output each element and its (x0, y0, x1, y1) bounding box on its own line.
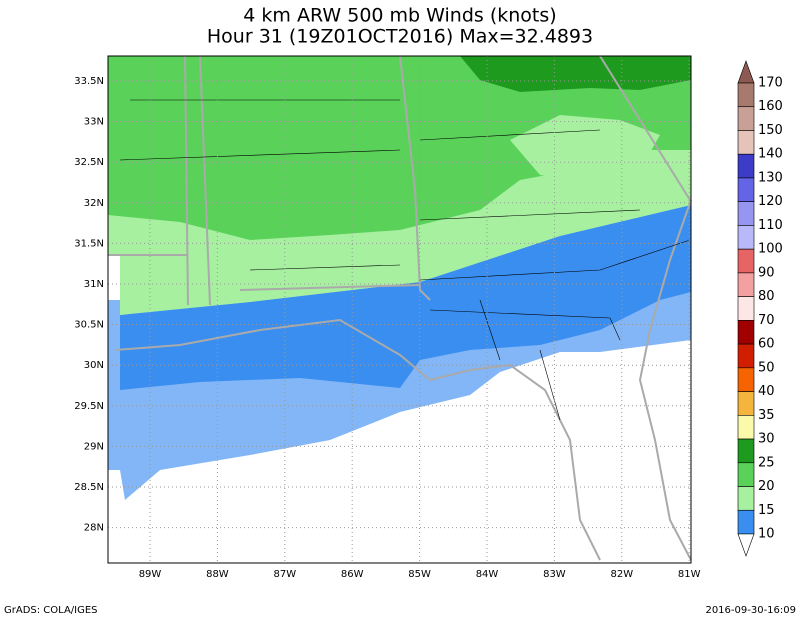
footer-right: 2016-09-30-16:09 (705, 605, 796, 616)
colorbar-label: 80 (758, 289, 775, 304)
coastline (638, 199, 692, 561)
colorbar-box (737, 248, 755, 274)
graticule (108, 56, 691, 563)
field-green (108, 56, 691, 240)
colorbar-label: 30 (758, 432, 775, 447)
field-blue (120, 205, 691, 390)
lat-label: 29N (84, 441, 104, 452)
axis-labels: 33.5N 33N 32.5N 32N 31.5N 31N 30.5N 30N 29.5N 29N… (74, 76, 700, 580)
lat-label: 30N (84, 360, 104, 371)
field-dark-green (460, 56, 691, 92)
map-frame (107, 55, 692, 564)
county (419, 129, 601, 141)
colorbar-box (737, 438, 755, 464)
colorbar-box (737, 486, 755, 511)
colorbar-box (737, 106, 755, 131)
colorbar-box (737, 462, 755, 487)
colorbar-label: 110 (758, 218, 783, 233)
border (199, 55, 211, 306)
lon-label: 82W (610, 569, 633, 580)
colorbar-box (737, 177, 755, 202)
lat-label: 29.5N (74, 401, 104, 412)
colorbar-box (737, 320, 755, 345)
subtitle: Hour 31 (19Z01OCT2016) Max=32.4893 (207, 26, 593, 48)
colorbar-box (737, 391, 755, 416)
lat-label: 32.5N (74, 157, 104, 168)
colorbar-label: 60 (758, 337, 775, 352)
county (479, 299, 501, 361)
map-area (107, 55, 692, 564)
lon-label: 87W (273, 569, 296, 580)
county (539, 349, 561, 421)
border (239, 284, 421, 291)
lat-label: 28.5N (74, 482, 104, 493)
coastline (114, 318, 601, 561)
colorbar-box (737, 201, 755, 226)
county (429, 309, 621, 341)
colorbar-box (737, 415, 755, 440)
colorbar-label: 50 (758, 360, 775, 375)
colorbar-label: 70 (758, 313, 775, 328)
lon-label: 88W (206, 569, 229, 580)
lat-label: 33N (84, 117, 104, 128)
colorbar-label: 20 (758, 479, 775, 494)
border (599, 55, 691, 201)
county-lines (119, 99, 691, 421)
colorbar-label: 130 (758, 170, 783, 185)
county (419, 209, 641, 221)
colorbar-label: 90 (758, 265, 775, 280)
county (419, 239, 691, 281)
colorbar-box (737, 82, 755, 108)
lon-label: 89W (139, 569, 162, 580)
county (249, 264, 401, 271)
lon-label: 84W (476, 569, 499, 580)
colorbar-label: 100 (758, 242, 783, 257)
lat-label: 32N (84, 198, 104, 209)
lat-label: 33.5N (74, 76, 104, 87)
colorbar-end (737, 533, 755, 557)
colorbar-label: 25 (758, 455, 775, 470)
colorbar-label: 15 (758, 503, 775, 518)
colorbar-box (737, 296, 755, 321)
colorbar: 170 160 150 140 130 120 110 100 90 80 70 60 50 40 35 30… (737, 60, 783, 557)
county (119, 149, 401, 161)
border (399, 55, 431, 301)
lat-label: 28N (84, 523, 104, 534)
colorbar-label: 140 (758, 147, 783, 162)
colorbar-label: 10 (758, 527, 775, 542)
colorbar-box (737, 153, 755, 179)
colorbar-label: 35 (758, 408, 775, 423)
colorbar-label: 40 (758, 384, 775, 399)
lat-label: 31.5N (74, 238, 104, 249)
lon-label: 81W (678, 569, 701, 580)
state-borders (108, 55, 692, 561)
colorbar-label: 150 (758, 123, 783, 138)
lon-label: 86W (341, 569, 364, 580)
lon-label: 83W (543, 569, 566, 580)
lat-label: 31N (84, 279, 104, 290)
colorbar-end (737, 60, 755, 84)
lon-label: 85W (408, 569, 431, 580)
colorbar-label: 160 (758, 99, 783, 114)
colorbar-label: 170 (758, 76, 783, 91)
footer-left: GrADS: COLA/IGES (4, 605, 98, 616)
colorbar-box (737, 343, 755, 369)
border (184, 55, 189, 306)
colorbar-label: 120 (758, 194, 783, 209)
colorbar-box (737, 225, 755, 250)
colorbar-box (737, 509, 755, 535)
field-light-green-patch (510, 115, 660, 180)
colorbar-box (737, 272, 755, 297)
colorbar-box (737, 130, 755, 155)
title: 4 km ARW 500 mb Winds (knots) (243, 5, 556, 27)
lat-label: 30.5N (74, 320, 104, 331)
colorbar-box (737, 367, 755, 392)
